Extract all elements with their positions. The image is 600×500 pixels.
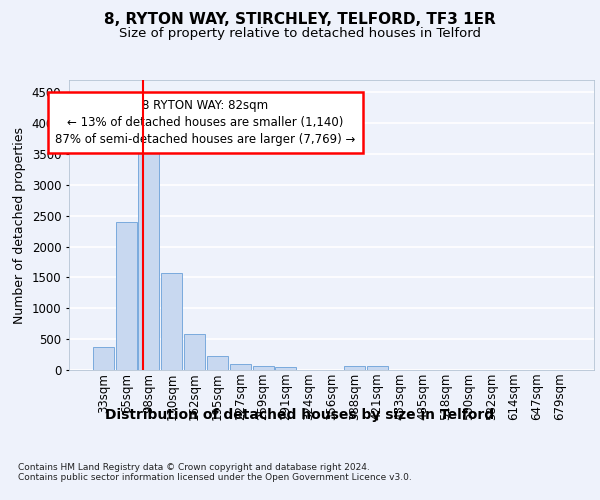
Bar (161, 272, 182, 370)
Text: 8 RYTON WAY: 82sqm
← 13% of detached houses are smaller (1,140)
87% of semi-deta: 8 RYTON WAY: 82sqm ← 13% of detached hou… (55, 99, 356, 146)
Bar (275, 367, 296, 370)
Bar (344, 366, 365, 370)
Text: Size of property relative to detached houses in Telford: Size of property relative to detached ho… (119, 28, 481, 40)
Text: Distribution of detached houses by size in Telford: Distribution of detached houses by size … (106, 408, 494, 422)
Bar (230, 364, 251, 370)
Bar (139, 146, 160, 370)
Text: 8, RYTON WAY, STIRCHLEY, TELFORD, TF3 1ER: 8, RYTON WAY, STIRCHLEY, TELFORD, TF3 1E… (104, 12, 496, 28)
Bar (116, 222, 137, 370)
Bar (93, 347, 114, 370)
Text: Contains HM Land Registry data © Crown copyright and database right 2024.
Contai: Contains HM Land Registry data © Crown c… (18, 462, 412, 482)
Bar (184, 334, 205, 370)
Bar (207, 356, 228, 370)
Bar (253, 366, 274, 370)
Y-axis label: Number of detached properties: Number of detached properties (13, 126, 26, 324)
Bar (367, 366, 388, 370)
